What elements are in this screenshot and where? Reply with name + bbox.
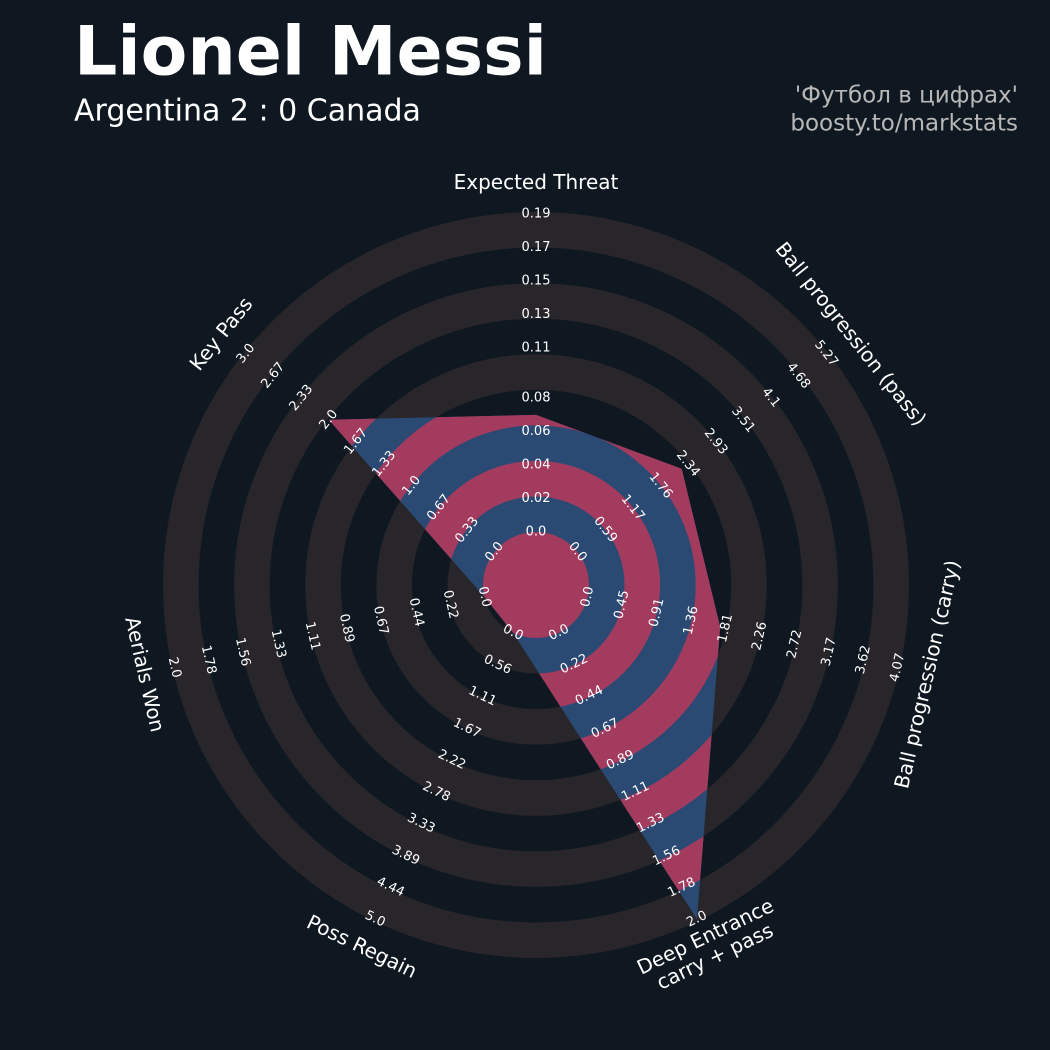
tick-label: 0.0 (526, 525, 547, 540)
tick-label: 4.07 (887, 652, 908, 684)
tick-label: 2.26 (749, 620, 770, 652)
tick-label: 0.02 (522, 491, 551, 506)
tick-label: 2.0 (165, 656, 184, 680)
param-label: Expected Threat (454, 170, 619, 194)
tick-label: 2.72 (784, 628, 805, 660)
tick-label: 3.62 (853, 644, 874, 676)
tick-label: 0.06 (522, 424, 551, 439)
tick-label: 0.0 (578, 585, 597, 609)
tick-label: 1.81 (715, 612, 736, 644)
tick-label: 0.11 (522, 340, 551, 355)
tick-label: 0.15 (522, 273, 551, 288)
param-line: Expected Threat (454, 170, 619, 194)
tick-label: 1.36 (681, 605, 702, 637)
tick-label: 1.11 (302, 620, 323, 652)
tick-label: 0.17 (522, 240, 551, 255)
tick-label: 0.08 (522, 391, 551, 406)
chart-subtitle: Argentina 2 : 0 Canada (74, 94, 421, 129)
ring (162, 211, 910, 959)
tick-label: 0.45 (611, 589, 632, 621)
tick-label: 1.78 (198, 644, 219, 676)
ring (305, 354, 767, 816)
ring (234, 283, 838, 887)
tick-label: 0.44 (406, 597, 427, 629)
highlight-center (483, 532, 589, 638)
tick-label: 0.67 (370, 605, 391, 637)
tick-label: 3.17 (819, 636, 840, 668)
tick-label: 0.04 (522, 458, 551, 473)
tick-label: 0.13 (522, 307, 551, 322)
credit: 'Футбол в цифрах' (795, 83, 1018, 109)
tick-label: 0.91 (646, 597, 667, 629)
credit: boosty.to/markstats (790, 111, 1018, 137)
tick-label: 1.33 (268, 628, 289, 660)
tick-label: 1.56 (232, 636, 253, 668)
tick-label: 0.22 (440, 589, 461, 621)
tick-label: 0.89 (336, 613, 357, 645)
tick-label: 0.0 (475, 585, 494, 609)
chart-title: Lionel Messi (74, 13, 547, 92)
tick-label: 0.19 (522, 207, 551, 222)
